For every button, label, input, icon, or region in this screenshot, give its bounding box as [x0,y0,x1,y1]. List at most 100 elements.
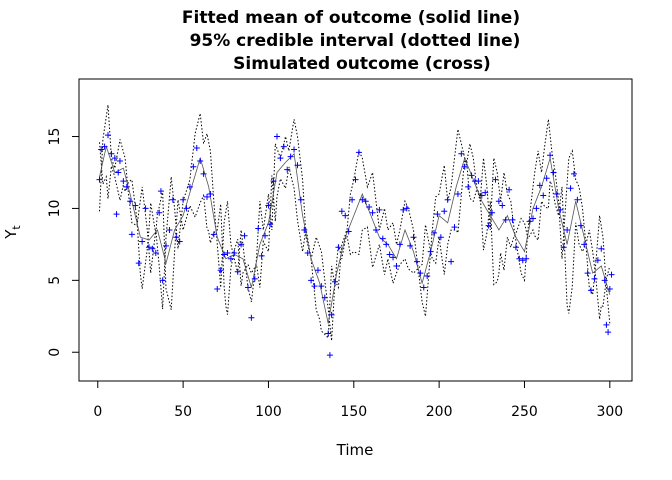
simulated-point [345,228,352,235]
simulated-point [495,198,502,205]
simulated-point [157,188,164,195]
simulated-point [492,176,499,183]
simulated-point [465,183,472,190]
x-tick-label: 100 [255,404,282,420]
simulated-point [291,146,298,153]
simulated-point [149,245,156,252]
simulated-point [581,241,588,248]
simulated-point [335,244,342,251]
simulated-point [485,222,492,229]
simulated-point [318,283,325,290]
simulated-point [294,162,301,169]
simulated-point [207,191,214,198]
y-tick-label: 0 [47,348,63,357]
simulated-point [197,157,204,164]
simulated-point [258,252,265,259]
simulated-point [349,196,356,203]
simulated-point [598,245,605,252]
simulated-point [116,157,123,164]
simulated-point [454,191,461,198]
y-tick-label: 5 [47,276,63,285]
simulated-point [193,145,200,152]
x-tick-label: 50 [174,404,192,420]
chart-title-line-1: Fitted mean of outcome (solid line) [182,8,520,28]
simulated-point [251,275,258,282]
simulated-point [173,234,180,241]
simulated-point [547,152,554,159]
simulated-point [152,250,159,257]
simulated-point [608,271,615,278]
simulated-point [567,185,574,192]
simulated-point [314,267,321,274]
x-tick-label: 150 [340,404,367,420]
x-tick-label: 0 [93,404,102,420]
simulated-point [308,277,315,284]
simulated-point [355,149,362,156]
simulated-point [478,192,485,199]
simulated-point [325,330,332,337]
simulated-point [270,178,277,185]
simulated-point [403,205,410,212]
simulated-point [434,211,441,218]
simulated-point [156,209,163,216]
simulated-point [180,196,187,203]
simulated-point [362,198,369,205]
x-tick-label: 200 [426,404,453,420]
simulated-point [204,193,211,200]
simulated-point [502,216,509,223]
simulated-points [96,132,615,359]
y-axis-label-main: Y [2,229,20,240]
simulated-point [183,205,190,212]
simulated-point [461,163,468,170]
simulated-point [227,255,234,262]
y-axis: 0 5 10 15 [47,128,80,357]
simulated-point [588,287,595,294]
simulated-point [605,329,612,336]
simulated-point [96,176,103,183]
simulated-point [530,215,537,222]
simulated-point [221,251,228,258]
simulated-point [482,189,489,196]
simulated-point [328,311,335,318]
simulated-point [543,175,550,182]
simulated-point [557,206,564,213]
simulated-point [123,183,130,190]
simulated-point [238,241,245,248]
simulated-point [441,208,448,215]
simulated-point [540,192,547,199]
simulated-point [468,172,475,179]
simulated-point [108,150,115,157]
simulated-point [277,155,284,162]
simulated-point [273,133,280,140]
simulated-point [390,254,397,261]
x-tick-label: 250 [511,404,538,420]
simulated-point [127,198,134,205]
simulated-point [145,244,152,251]
simulated-point [139,238,146,245]
simulated-point [400,206,407,213]
simulated-point [594,257,601,264]
x-axis-label: Time [336,441,374,459]
simulated-point [420,284,427,291]
simulated-point [519,257,526,264]
simulated-point [210,231,217,238]
simulated-point [284,166,291,173]
simulated-point [224,250,231,257]
simulated-point [584,270,591,277]
simulated-point [407,242,414,249]
simulated-point [606,285,613,292]
simulated-point [359,196,366,203]
simulated-point [564,227,571,233]
y-tick-label: 10 [47,200,63,218]
simulated-point [255,225,262,232]
simulated-point [248,314,255,321]
simulated-point [386,251,393,258]
ci-lower-line [99,142,611,340]
simulated-point [550,169,557,176]
simulated-point [601,277,608,284]
simulated-point [265,202,272,209]
simulated-point [570,170,577,177]
simulated-point [166,227,173,233]
simulated-point [458,150,465,157]
simulated-point [396,241,403,248]
